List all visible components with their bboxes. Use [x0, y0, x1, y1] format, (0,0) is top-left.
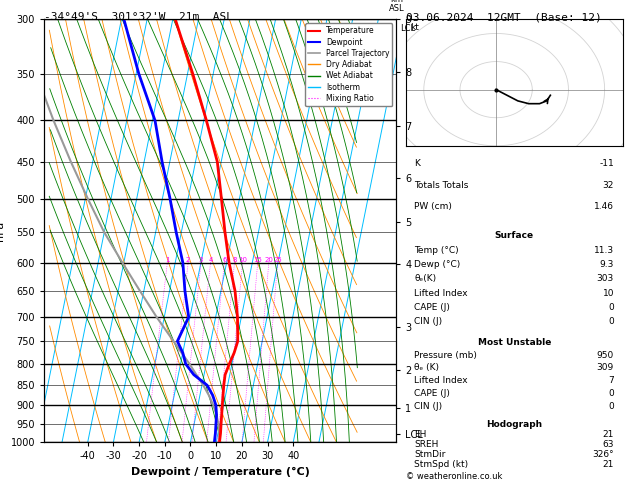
Text: CAPE (J): CAPE (J): [415, 389, 450, 398]
Text: 1: 1: [165, 257, 170, 263]
Text: StmDir: StmDir: [415, 450, 446, 459]
Text: 8: 8: [232, 257, 237, 263]
Text: 9.3: 9.3: [599, 260, 614, 269]
Text: SREH: SREH: [415, 440, 439, 449]
Text: CAPE (J): CAPE (J): [415, 303, 450, 312]
Text: © weatheronline.co.uk: © weatheronline.co.uk: [406, 472, 502, 481]
Text: Lifted Index: Lifted Index: [415, 376, 468, 385]
Text: 10: 10: [238, 257, 247, 263]
Text: CIN (J): CIN (J): [415, 401, 443, 411]
Text: 03.06.2024  12GMT  (Base: 12): 03.06.2024 12GMT (Base: 12): [406, 12, 601, 22]
Text: 15: 15: [253, 257, 262, 263]
Text: 326°: 326°: [593, 450, 614, 459]
Text: 11.3: 11.3: [594, 245, 614, 255]
Text: EH: EH: [415, 430, 426, 439]
Text: 20: 20: [264, 257, 273, 263]
Text: Lifted Index: Lifted Index: [415, 289, 468, 297]
Text: 0: 0: [608, 401, 614, 411]
Text: Hodograph: Hodograph: [486, 420, 542, 429]
Text: 2: 2: [186, 257, 191, 263]
Text: 25: 25: [273, 257, 282, 263]
Text: 4: 4: [208, 257, 213, 263]
Legend: Temperature, Dewpoint, Parcel Trajectory, Dry Adiabat, Wet Adiabat, Isotherm, Mi: Temperature, Dewpoint, Parcel Trajectory…: [305, 23, 392, 106]
Text: θₑ(K): θₑ(K): [415, 274, 437, 283]
Text: Pressure (mb): Pressure (mb): [415, 350, 477, 360]
Text: Dewp (°C): Dewp (°C): [415, 260, 460, 269]
Y-axis label: hPa: hPa: [0, 221, 5, 241]
Text: 6: 6: [222, 257, 226, 263]
Text: Surface: Surface: [494, 231, 534, 240]
Text: 1.46: 1.46: [594, 202, 614, 211]
Text: θₑ (K): θₑ (K): [415, 364, 440, 372]
Text: 309: 309: [597, 364, 614, 372]
Text: 10: 10: [603, 289, 614, 297]
Text: -11: -11: [599, 159, 614, 168]
Text: -34°49'S  301°32'W  21m  ASL: -34°49'S 301°32'W 21m ASL: [44, 12, 233, 22]
Text: CIN (J): CIN (J): [415, 317, 443, 326]
Text: K: K: [415, 159, 420, 168]
Text: 0: 0: [608, 317, 614, 326]
Text: 21: 21: [603, 460, 614, 469]
Text: Totals Totals: Totals Totals: [415, 181, 469, 190]
Text: 21: 21: [603, 430, 614, 439]
Text: 32: 32: [603, 181, 614, 190]
Text: kt: kt: [410, 23, 419, 32]
Text: km
ASL: km ASL: [389, 0, 404, 13]
X-axis label: Dewpoint / Temperature (°C): Dewpoint / Temperature (°C): [131, 467, 309, 477]
Text: 0: 0: [608, 303, 614, 312]
Text: 63: 63: [603, 440, 614, 449]
Text: 950: 950: [597, 350, 614, 360]
Text: 303: 303: [597, 274, 614, 283]
Text: Temp (°C): Temp (°C): [415, 245, 459, 255]
Text: LCL: LCL: [400, 24, 415, 33]
Text: 0: 0: [608, 389, 614, 398]
Text: StmSpd (kt): StmSpd (kt): [415, 460, 469, 469]
Text: 3: 3: [199, 257, 203, 263]
Text: PW (cm): PW (cm): [415, 202, 452, 211]
Text: Most Unstable: Most Unstable: [477, 338, 551, 347]
Text: 7: 7: [608, 376, 614, 385]
